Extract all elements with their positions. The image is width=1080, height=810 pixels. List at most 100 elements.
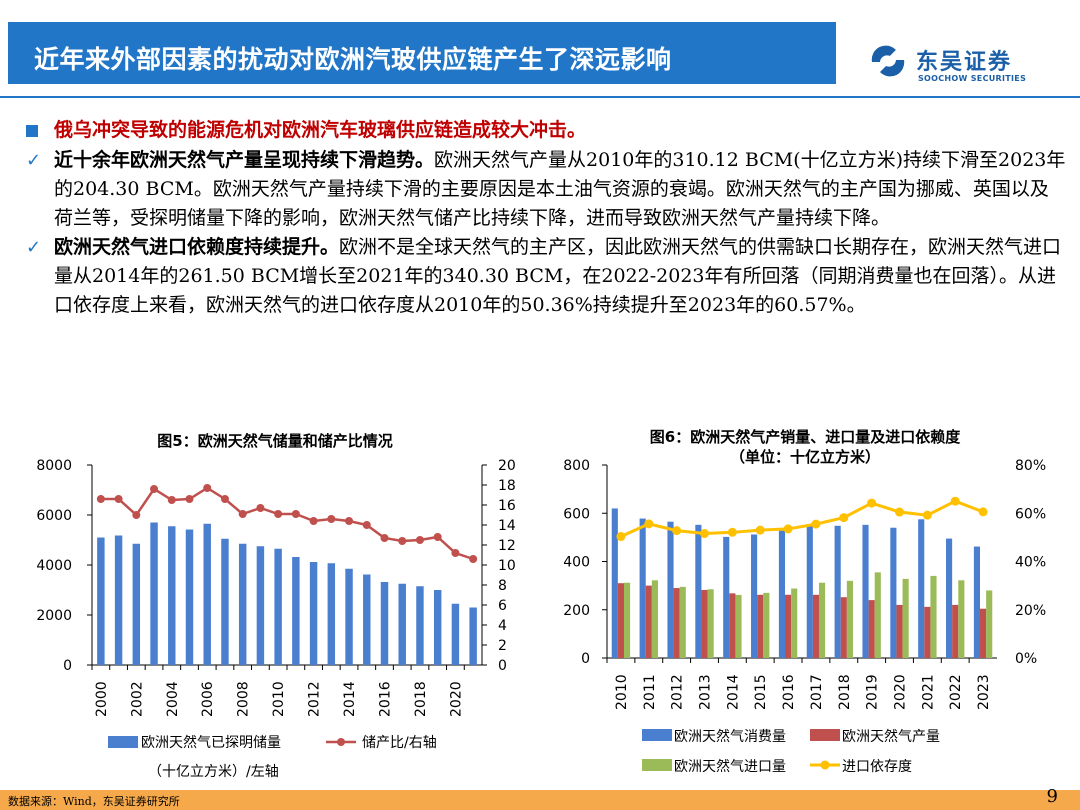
chart5-bar bbox=[168, 526, 176, 665]
chart5-bar bbox=[433, 590, 442, 665]
page-title: 近年来外部因素的扰动对欧洲汽玻供应链产生了深远影响 bbox=[34, 45, 672, 74]
logo-cn: 东吴证券 bbox=[916, 50, 1013, 75]
chart5-right-tick-label: 14 bbox=[498, 518, 516, 534]
chart5-right-tick-label: 4 bbox=[498, 618, 507, 634]
chart6-legend-swatch bbox=[642, 759, 672, 771]
chart6-x-tick-label: 2017 bbox=[809, 674, 825, 710]
chart6-bar-consumption bbox=[973, 546, 981, 658]
chart6-left-tick-label: 600 bbox=[563, 506, 590, 522]
chart5-legend-bar-label: 欧洲天然气已探明储量 bbox=[141, 734, 281, 751]
brand-logo: 东吴证券 SOOCHOW SECURITIES bbox=[866, 45, 1076, 90]
chart6-x-tick-label: 2022 bbox=[948, 674, 964, 710]
chart5-x-tick-label: 2016 bbox=[378, 681, 394, 717]
chart5-bar bbox=[327, 563, 336, 665]
chart5-ratio-point bbox=[345, 517, 354, 525]
chart6-dependency-point bbox=[839, 513, 849, 523]
chart5-ratio-point bbox=[114, 495, 123, 503]
chart6-left-tick-label: 800 bbox=[563, 458, 590, 474]
chart6-left-tick-label: 400 bbox=[563, 555, 590, 571]
chart6-bar-import bbox=[874, 572, 881, 658]
chart6-bar-consumption bbox=[834, 525, 841, 658]
chart5-x-tick-label: 2014 bbox=[342, 681, 358, 717]
chart6-bar-consumption bbox=[751, 534, 758, 658]
header-divider bbox=[0, 96, 1080, 98]
chart6-dependency-point bbox=[922, 510, 932, 520]
chart5-x-tick-label: 2012 bbox=[307, 681, 323, 717]
chart6-right-tick-label: 60% bbox=[1015, 506, 1046, 522]
chart6-right-tick-label: 20% bbox=[1015, 603, 1046, 619]
chart6-bar-import bbox=[735, 594, 742, 658]
chart6-legend-label: 欧洲天然气消费量 bbox=[674, 728, 786, 745]
chart6-x-tick-label: 2013 bbox=[698, 674, 714, 710]
chart6-right-tick-label: 80% bbox=[1015, 458, 1046, 474]
chart6-bar-production bbox=[868, 600, 875, 658]
lead-text: 俄乌冲突导致的能源危机对欧洲汽车玻璃供应链造成较大冲击。 bbox=[54, 119, 587, 141]
chart6-bar-import bbox=[791, 588, 798, 658]
lead-bullet: 俄乌冲突导致的能源危机对欧洲汽车玻璃供应链造成较大冲击。 bbox=[26, 116, 1066, 146]
chart6-bar-import bbox=[651, 580, 658, 658]
chart5-bar bbox=[380, 582, 389, 665]
footer-bar bbox=[0, 790, 1080, 810]
chart5-bar bbox=[469, 607, 477, 665]
chart6-svg: 0 200 400 600 800 0% 20% 40% 60% 80% 2010 2011 2012 2… bbox=[563, 458, 1046, 775]
chart5-ratio-point bbox=[469, 555, 478, 563]
chart5-left-tick-label: 6000 bbox=[36, 508, 72, 524]
chart5-right-tick-label: 12 bbox=[498, 538, 516, 554]
chart6-x-tick-label: 2014 bbox=[725, 674, 741, 710]
chart5-ratio-point bbox=[398, 537, 407, 545]
chart6-bar-production bbox=[980, 608, 987, 658]
chart5-x-tick-label: 2002 bbox=[129, 681, 145, 717]
chart5-ratio-point bbox=[185, 495, 194, 503]
chart5-bar bbox=[451, 603, 460, 665]
chart5-bar bbox=[345, 568, 353, 665]
chart5-left-tick-label: 8000 bbox=[36, 458, 72, 474]
page-number: 9 bbox=[1046, 786, 1058, 807]
chart6-bar-production bbox=[812, 594, 819, 658]
chart6-right-tick-label: 0% bbox=[1015, 651, 1037, 667]
chart6-bar-import bbox=[818, 582, 826, 658]
logo-icon bbox=[871, 45, 905, 77]
square-bullet-icon bbox=[26, 125, 38, 137]
header-bar bbox=[8, 22, 836, 84]
chart5-ratio-point bbox=[309, 517, 318, 525]
chart5-x-tick-label: 2004 bbox=[165, 681, 181, 717]
chart6-dependency-point bbox=[672, 526, 682, 536]
chart6-bar-consumption bbox=[890, 527, 897, 658]
chart5-x-tick-label: 2008 bbox=[236, 681, 252, 717]
chart5-right-tick-label: 8 bbox=[498, 578, 507, 594]
chart6-bar-import bbox=[707, 589, 714, 658]
chart5-ratio-point bbox=[380, 534, 389, 542]
chart6-legend-dot bbox=[820, 760, 830, 770]
chart5-ratio-point bbox=[256, 504, 265, 512]
chart5-right-tick-label: 18 bbox=[498, 478, 516, 494]
chart6-bar-consumption bbox=[862, 524, 869, 658]
chart5-bar bbox=[363, 574, 371, 665]
chart6-dependency-point bbox=[811, 519, 821, 529]
chart5-ratio-point bbox=[433, 533, 442, 541]
chart6-right-tick-label: 40% bbox=[1015, 555, 1046, 571]
chart6-bar-import bbox=[763, 592, 770, 658]
bullet-1-bold: 近十余年欧洲天然气产量呈现持续下滑趋势。 bbox=[54, 149, 435, 171]
chart5-ratio-point bbox=[451, 549, 460, 557]
chart5-bar bbox=[416, 586, 424, 665]
chart5-svg: 0 2000 4000 6000 8000 0 2 4 6 8 10 12 14 16 18 20 2000 20… bbox=[36, 458, 516, 780]
chart6-x-tick-label: 2010 bbox=[614, 674, 630, 710]
chart6-bar-import bbox=[623, 582, 631, 658]
chart6-dependency-point bbox=[783, 524, 793, 534]
chart6-x-tick-label: 2015 bbox=[753, 674, 769, 710]
chart5-legend-line-dot bbox=[337, 738, 345, 746]
chart6-dependency-point bbox=[867, 498, 877, 508]
chart5-title: 图5：欧洲天然气储量和储产比情况 bbox=[157, 432, 393, 450]
chart5-x-tick-label: 2010 bbox=[271, 681, 287, 717]
chart6-dependency-point bbox=[755, 525, 765, 535]
chart5-bar bbox=[114, 535, 123, 665]
chart6-bar-consumption bbox=[778, 530, 786, 658]
bullet-2-text: 欧洲不是全球天然气的主产区，因此欧洲天然气的供需缺口长期存在，欧洲天然气进口量从… bbox=[54, 236, 1062, 316]
chart6-bar-import bbox=[846, 580, 853, 658]
chart6-bar-import bbox=[986, 590, 993, 658]
chart6-bar-import bbox=[679, 586, 686, 658]
chart6-dependency-point bbox=[700, 529, 709, 539]
chart6-bar-consumption bbox=[695, 524, 702, 658]
chart5-x-tick-label: 2018 bbox=[413, 681, 429, 717]
chart6-dependency-point bbox=[616, 532, 626, 542]
